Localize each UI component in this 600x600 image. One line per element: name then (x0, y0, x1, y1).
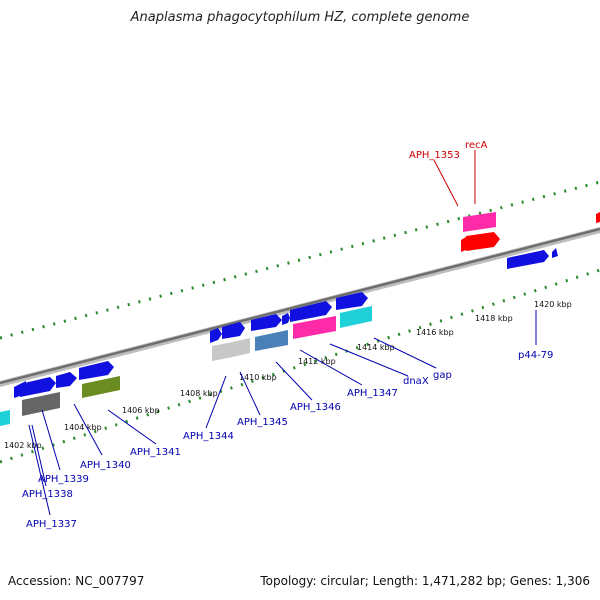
gene-arrow[interactable] (79, 361, 114, 380)
scale-labels: 1402 kbp 1404 kbp 1406 kbp 1408 kbp 1410… (4, 300, 572, 450)
gene-box-cyan[interactable] (340, 306, 372, 328)
gene-box-pink[interactable] (293, 316, 336, 339)
gene-box-steel[interactable] (255, 330, 288, 351)
recA-arrow[interactable] (466, 232, 500, 251)
forward-genes (14, 292, 368, 398)
red-leader-lines (433, 150, 476, 207)
leader-lines (28, 310, 537, 516)
gene-arrow[interactable] (222, 322, 245, 339)
genome-summary-text: Topology: circular; Length: 1,471,282 bp… (260, 574, 590, 588)
scale-label: 1404 kbp (64, 423, 102, 432)
gene-label[interactable]: APH_1347 (347, 388, 398, 399)
gene-label[interactable]: APH_1344 (183, 431, 234, 442)
gene-arrow[interactable] (56, 372, 77, 388)
gene-box-cyan[interactable] (0, 410, 10, 426)
scale-label: 1416 kbp (416, 328, 454, 337)
gene-box-pink[interactable] (463, 212, 496, 232)
genome-backbone (0, 227, 600, 387)
gene-label[interactable]: APH_1337 (26, 519, 77, 530)
gene-label[interactable]: APH_1340 (80, 460, 131, 471)
scale-label: 1410 kbp (239, 373, 277, 382)
gene-arrow[interactable] (552, 248, 558, 258)
scale-label: 1406 kbp (122, 406, 160, 415)
map-title: Anaplasma phagocytophilum HZ, complete g… (130, 10, 470, 25)
gene-label[interactable]: APH_1338 (22, 489, 73, 500)
accession-text: Accession: NC_007797 (8, 574, 145, 588)
outer-tick-track (0, 180, 600, 340)
gene-label[interactable]: APH_1346 (290, 402, 341, 413)
gene-label[interactable]: dnaX (403, 376, 429, 387)
gene-labels: APH_1337 APH_1338 APH_1339 APH_1340 APH_… (22, 140, 553, 530)
gene-arrow[interactable] (507, 250, 549, 269)
gene-arrow[interactable] (282, 313, 290, 325)
gene-box-silver[interactable] (212, 343, 228, 361)
gene-label[interactable]: APH_1353 (409, 150, 460, 161)
gene-label[interactable]: p44-79 (518, 350, 553, 361)
scale-label: 1418 kbp (475, 314, 513, 323)
gene-arrow[interactable] (251, 314, 282, 331)
gene-box-gray[interactable] (22, 392, 60, 416)
gene-arrow[interactable] (210, 328, 222, 343)
scale-label: 1408 kbp (180, 389, 218, 398)
scale-label: 1402 kbp (4, 441, 42, 450)
right-genes (461, 212, 600, 269)
scale-label: 1414 kbp (357, 343, 395, 352)
gene-arrow[interactable] (461, 237, 466, 252)
gene-label[interactable]: recA (465, 140, 488, 151)
gene-label[interactable]: APH_1341 (130, 447, 181, 458)
gene-label[interactable]: APH_1339 (38, 474, 89, 485)
gene-arrow[interactable] (336, 292, 368, 310)
gene-box-olive[interactable] (82, 376, 120, 398)
scale-label: 1420 kbp (534, 300, 572, 309)
gene-box-silver[interactable] (228, 338, 250, 358)
gene-arrow[interactable] (596, 212, 600, 223)
gene-label[interactable]: APH_1345 (237, 417, 288, 428)
gene-label[interactable]: gap (433, 370, 452, 381)
gene-arrow[interactable] (290, 301, 332, 322)
scale-label: 1412 kbp (298, 357, 336, 366)
gene-arrow[interactable] (20, 377, 56, 397)
reverse-features (0, 306, 372, 426)
